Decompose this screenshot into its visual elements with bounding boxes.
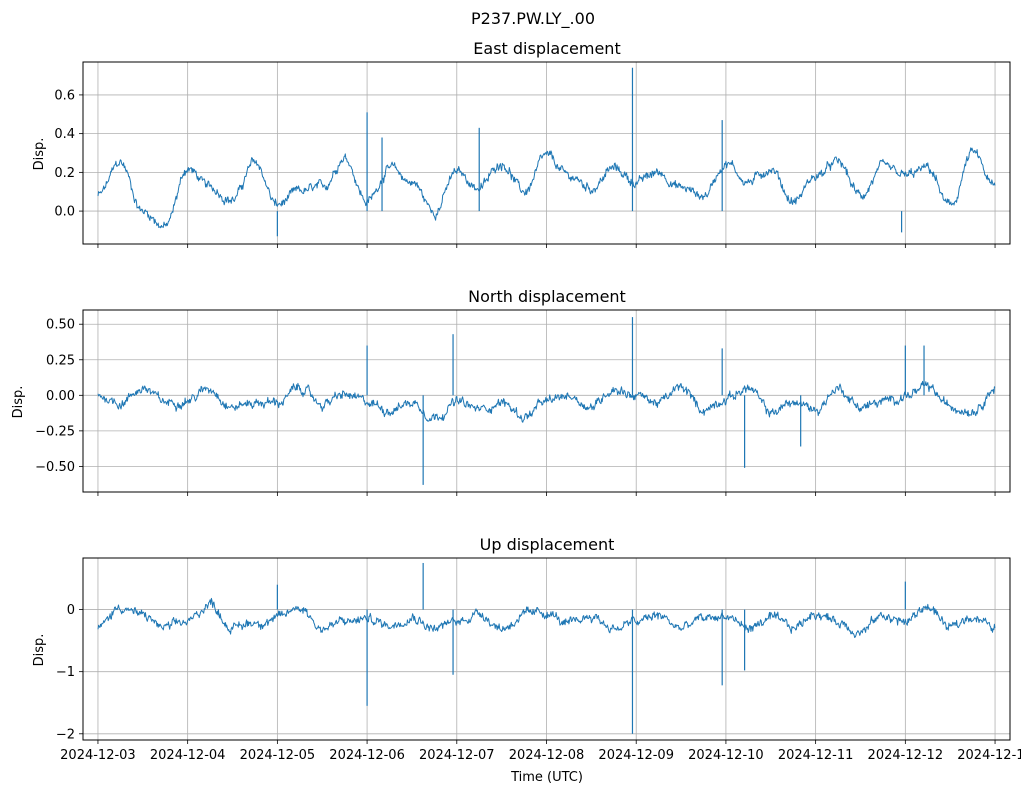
north-y-axis-label: Disp.	[11, 386, 26, 419]
up-y-tick-label: −1	[56, 665, 75, 680]
up-plot-area	[97, 562, 996, 734]
north-y-tick-label: −0.50	[35, 460, 75, 475]
x-tick-labels: 2024-12-03 2024-12-04 2024-12-05 2024-12-06…	[60, 748, 1021, 763]
x-tick-label: 2024-12-13	[957, 748, 1021, 763]
north-series-line	[97, 380, 996, 423]
up-grid	[83, 558, 1010, 740]
east-y-axis-label: Disp.	[32, 138, 47, 171]
x-tick-label: 2024-12-04	[150, 748, 226, 763]
north-axes-frame	[82, 309, 1011, 493]
north-y-tick-label: 0.00	[46, 389, 75, 404]
x-tick-label: 2024-12-07	[419, 748, 495, 763]
x-tick-label: 2024-12-05	[240, 748, 316, 763]
north-x-ticks	[97, 492, 996, 496]
east-x-ticks	[97, 244, 996, 248]
east-y-ticks: 0.0 0.2 0.4 0.6	[54, 88, 83, 220]
x-tick-label: 2024-12-09	[598, 748, 674, 763]
figure-suptitle: P237.PW.LY_.00	[471, 9, 595, 29]
x-tick-label: 2024-12-06	[329, 748, 405, 763]
x-axis-label: Time (UTC)	[510, 770, 583, 785]
up-axes-frame	[82, 557, 1011, 741]
up-series-line	[97, 597, 996, 638]
up-y-tick-label: 0	[67, 603, 75, 618]
north-y-ticks: −0.50 −0.25 0.00 0.25 0.50	[35, 318, 83, 475]
east-plot-area	[97, 67, 996, 237]
east-grid	[83, 62, 1010, 244]
east-axes-frame	[82, 61, 1011, 245]
up-y-axis-label: Disp.	[32, 634, 47, 667]
up-displacement-panel: Up displacement Disp. −2 −1 0	[32, 535, 1011, 744]
east-y-tick-label: 0.6	[54, 88, 75, 103]
up-x-ticks	[97, 740, 996, 744]
north-panel-title: North displacement	[468, 287, 626, 306]
x-tick-label: 2024-12-11	[778, 748, 854, 763]
x-tick-label: 2024-12-10	[688, 748, 764, 763]
north-plot-area	[97, 317, 996, 485]
east-y-tick-label: 0.4	[54, 127, 75, 142]
east-series-line	[97, 147, 996, 229]
east-y-tick-label: 0.2	[54, 166, 75, 181]
north-displacement-panel: North displacement Disp. −0.50 −0.25 0.00 0…	[11, 287, 1011, 496]
up-panel-title: Up displacement	[480, 535, 615, 554]
north-y-tick-label: 0.50	[46, 318, 75, 333]
east-y-tick-label: 0.0	[54, 205, 75, 220]
x-tick-label: 2024-12-03	[60, 748, 136, 763]
up-y-tick-label: −2	[56, 727, 75, 742]
east-displacement-panel: East displacement Disp. 0.0 0.2 0.4 0.6	[32, 39, 1011, 248]
x-tick-label: 2024-12-08	[509, 748, 585, 763]
up-y-ticks: −2 −1 0	[56, 603, 83, 742]
x-tick-label: 2024-12-12	[868, 748, 944, 763]
east-panel-title: East displacement	[473, 39, 620, 58]
north-y-tick-label: 0.25	[46, 353, 75, 368]
north-y-tick-label: −0.25	[35, 424, 75, 439]
